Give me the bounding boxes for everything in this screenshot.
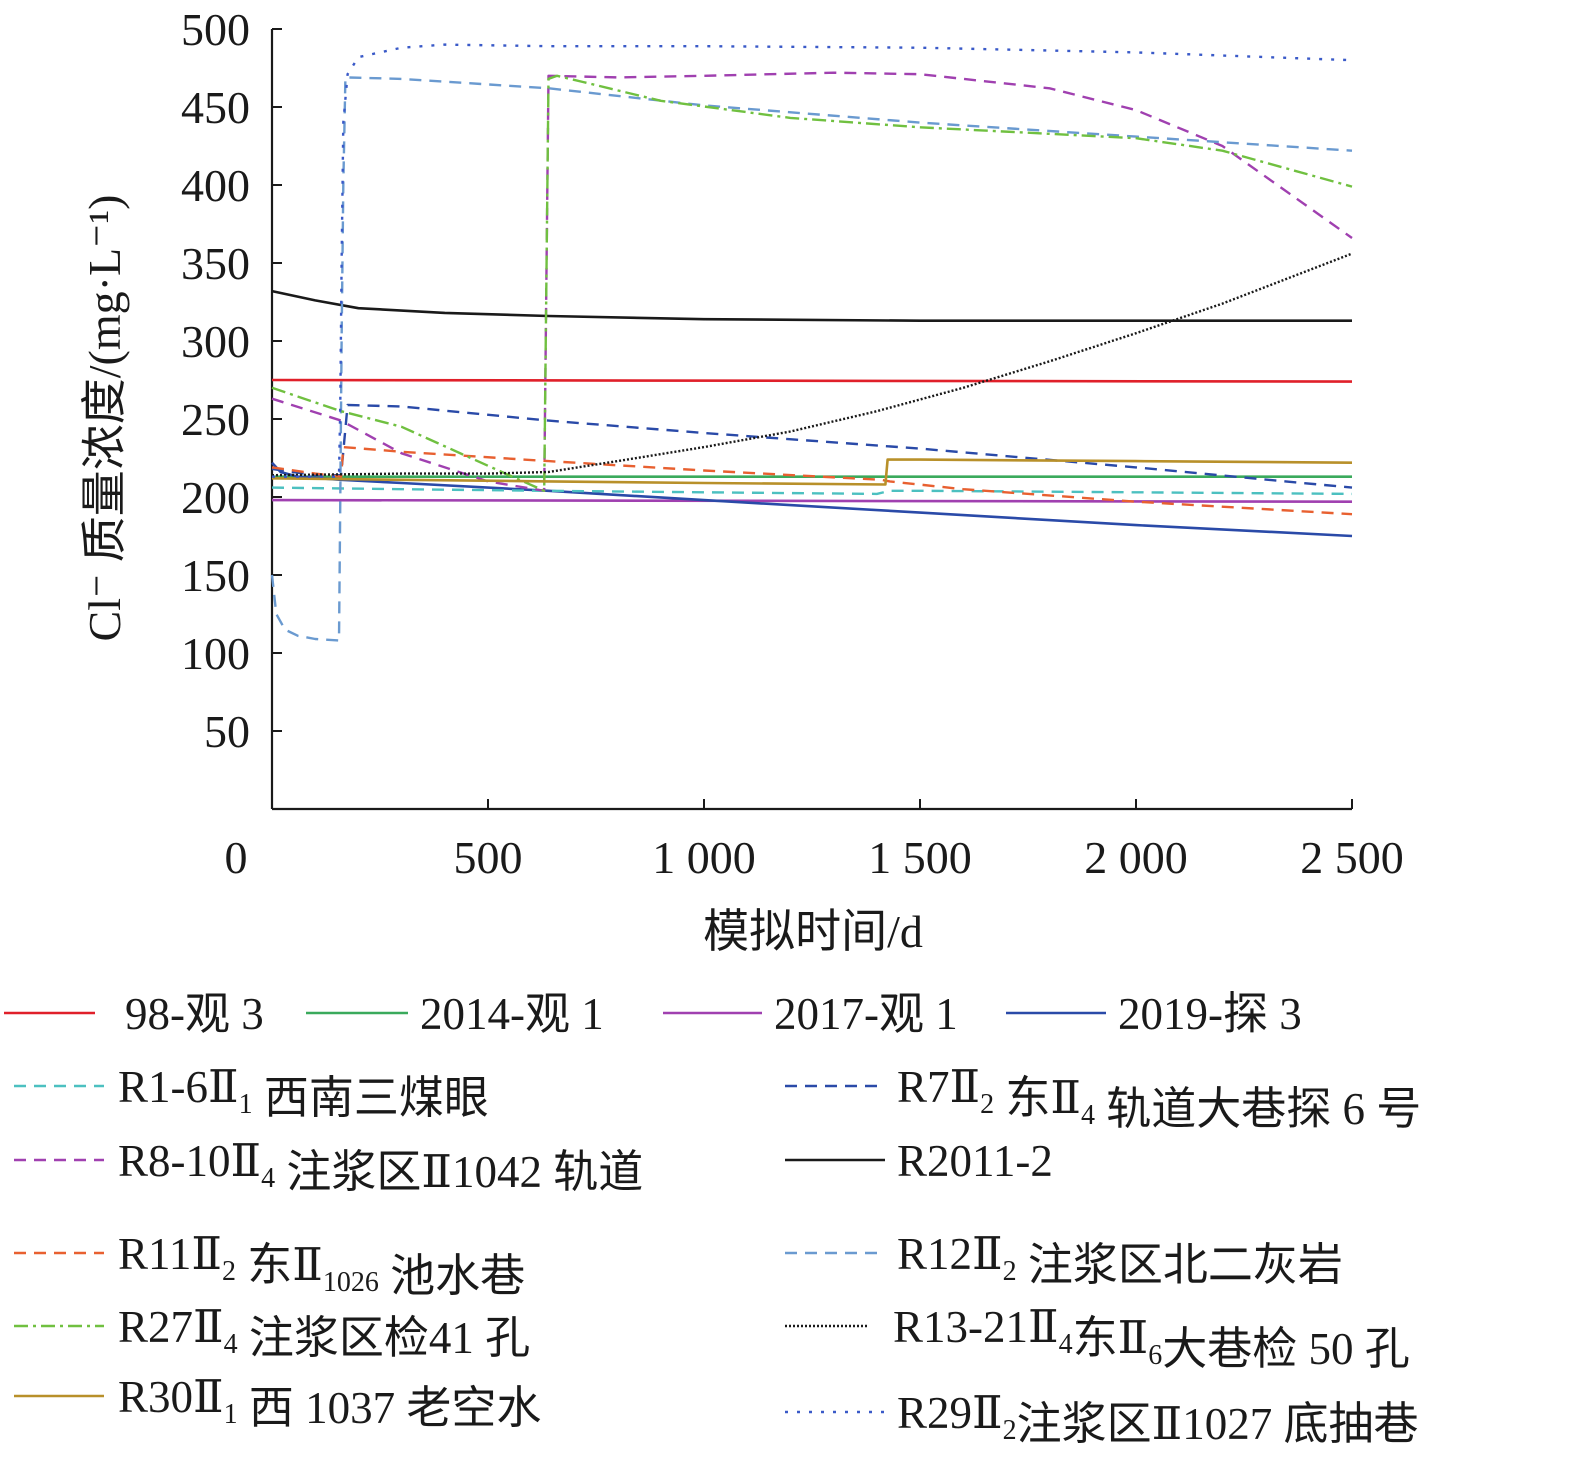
legend-label: 98-观 3 bbox=[125, 989, 264, 1039]
legend-label: R27Ⅱ4 注浆区检41 孔 bbox=[118, 1302, 530, 1363]
legend-entry: R1-6Ⅱ1 西南三煤眼 bbox=[14, 1062, 489, 1123]
legend-label: 2014-观 1 bbox=[420, 989, 604, 1039]
legend-label: 2017-观 1 bbox=[774, 989, 958, 1039]
series-line-3 bbox=[271, 498, 1353, 504]
series-line-7 bbox=[271, 71, 1353, 492]
series-line-6 bbox=[271, 403, 1353, 489]
legend-label: R1-6Ⅱ1 西南三煤眼 bbox=[118, 1062, 489, 1123]
y-tick-label: 100 bbox=[181, 628, 250, 679]
legend-label: R13-21Ⅱ4东Ⅱ6大巷检 50 孔 bbox=[893, 1302, 1410, 1374]
y-tick-label: 300 bbox=[181, 316, 250, 367]
series-line-5 bbox=[271, 486, 1353, 496]
legend-entry: R30Ⅱ1 西 1037 老空水 bbox=[14, 1372, 541, 1433]
series-line-9 bbox=[271, 445, 1353, 516]
legend-entry: 98-观 3 bbox=[4, 989, 264, 1039]
x-tick-label: 2 000 bbox=[1084, 832, 1188, 883]
legend-label: R7Ⅱ2 东Ⅱ4 轨道大巷探 6 号 bbox=[897, 1062, 1421, 1134]
legend-label: R2011-2 bbox=[897, 1136, 1053, 1186]
legend-entry: R7Ⅱ2 东Ⅱ4 轨道大巷探 6 号 bbox=[785, 1062, 1421, 1134]
legend-entry: R27Ⅱ4 注浆区检41 孔 bbox=[14, 1302, 530, 1363]
x-axis-title: 模拟时间/d bbox=[703, 906, 923, 957]
y-tick-label: 350 bbox=[181, 238, 250, 289]
y-tick-label: 250 bbox=[181, 394, 250, 445]
y-tick-label: 50 bbox=[204, 706, 250, 757]
x-tick-label: 1 000 bbox=[652, 832, 756, 883]
legend-entry: R29Ⅱ2注浆区Ⅱ1027 底抽巷 bbox=[785, 1388, 1418, 1449]
x-tick-label: 0 bbox=[225, 832, 248, 883]
legend-label: 2019-探 3 bbox=[1118, 989, 1302, 1039]
legend-entry: R2011-2 bbox=[785, 1136, 1053, 1186]
legend-label: R11Ⅱ2 东Ⅱ1026 池水巷 bbox=[118, 1229, 525, 1301]
y-tick-label: 400 bbox=[181, 160, 250, 211]
y-tick-label: 450 bbox=[181, 82, 250, 133]
series-line-11 bbox=[271, 74, 1353, 492]
x-tick-label: 500 bbox=[454, 832, 523, 883]
legend-entry: R8-10Ⅱ4 注浆区Ⅱ1042 轨道 bbox=[14, 1136, 643, 1197]
series-line-1 bbox=[271, 378, 1353, 383]
series-line-8 bbox=[271, 289, 1352, 323]
series-line-14 bbox=[272, 43, 1353, 478]
legend-label: R30Ⅱ1 西 1037 老空水 bbox=[118, 1372, 541, 1433]
y-tick-label: 200 bbox=[181, 472, 250, 523]
legend-entry: 2017-观 1 bbox=[663, 989, 958, 1039]
chart-axes: 50 100 150 200 250 300 350 400 450 500 0 500 1 000 1 … bbox=[181, 4, 1404, 883]
legend-label: R12Ⅱ2 注浆区北二灰岩 bbox=[897, 1229, 1343, 1290]
plot-area bbox=[270, 43, 1353, 642]
x-tick-label: 1 500 bbox=[868, 832, 972, 883]
series-line-13 bbox=[271, 458, 1353, 486]
legend-entry: 2019-探 3 bbox=[1006, 989, 1302, 1039]
legend: 98-观 3 2014-观 1 2017-观 1 2019-探 3 R1-6Ⅱ1 西南三… bbox=[4, 989, 1421, 1449]
legend-label: R29Ⅱ2注浆区Ⅱ1027 底抽巷 bbox=[897, 1388, 1418, 1449]
legend-entry: R13-21Ⅱ4东Ⅱ6大巷检 50 孔 bbox=[785, 1302, 1410, 1374]
x-tick-label: 2 500 bbox=[1300, 832, 1404, 883]
y-tick-label: 150 bbox=[181, 550, 250, 601]
legend-label: R8-10Ⅱ4 注浆区Ⅱ1042 轨道 bbox=[118, 1136, 643, 1197]
y-tick-label: 500 bbox=[181, 4, 250, 55]
legend-entry: R12Ⅱ2 注浆区北二灰岩 bbox=[785, 1229, 1343, 1290]
series-line-10 bbox=[270, 76, 1353, 642]
y-axis-title: Cl⁻ 质量浓度/(mg·L⁻¹) bbox=[79, 195, 130, 642]
legend-entry: 2014-观 1 bbox=[306, 989, 604, 1039]
series-line-12 bbox=[271, 252, 1353, 477]
legend-entry: R11Ⅱ2 东Ⅱ1026 池水巷 bbox=[14, 1229, 525, 1301]
